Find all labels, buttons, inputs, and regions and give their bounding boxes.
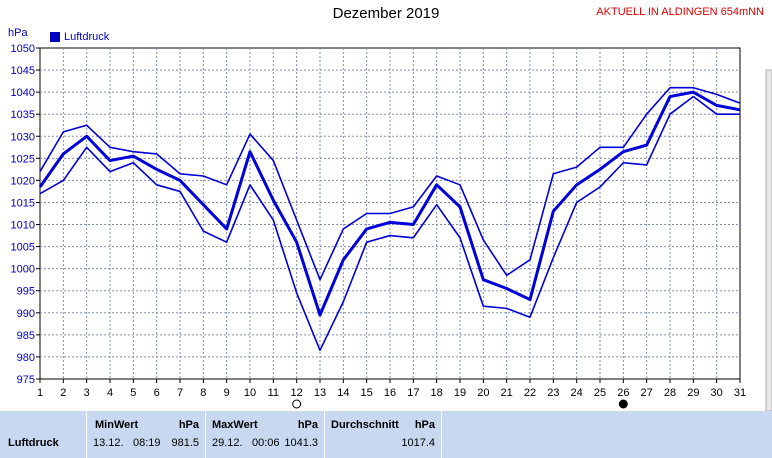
max-time: 00:06 (252, 437, 280, 449)
avg-unit: hPa (414, 419, 435, 431)
y-tick-label: 1000 (11, 264, 35, 276)
location-banner: AKTUELL IN ALDINGEN 654mNN (596, 6, 764, 18)
pressure-chart: 9759809859909951000100510101015102010251… (11, 43, 772, 411)
min-unit: hPa (178, 419, 199, 431)
y-tick-label: 1035 (11, 109, 35, 121)
series-line-max (39, 86, 741, 281)
y-axis-unit: hPa (8, 27, 28, 39)
y-tick-label: 985 (17, 330, 35, 342)
x-tick-label: 22 (524, 387, 536, 399)
x-tick-label: 17 (407, 387, 419, 399)
min-cell: MinWert hPa 13.12. 08:19 981.5 (87, 411, 206, 458)
y-tick-label: 975 (17, 374, 35, 386)
x-tick-label: 7 (177, 387, 183, 399)
x-tick-label: 28 (664, 387, 676, 399)
y-tick-label: 1050 (11, 43, 35, 55)
max-header: MaxWert (212, 419, 258, 431)
x-tick-label: 5 (130, 387, 136, 399)
x-tick-label: 29 (687, 387, 699, 399)
y-tick-label: 1015 (11, 197, 35, 209)
x-tick-label: 24 (571, 387, 583, 399)
y-tick-label: 980 (17, 352, 35, 364)
x-tick-label: 2 (60, 387, 66, 399)
min-header: MinWert (95, 419, 139, 431)
min-date: 13.12. (93, 437, 124, 449)
legend-swatch (50, 32, 60, 42)
x-tick-label: 18 (431, 387, 443, 399)
new-moon-icon (292, 399, 302, 409)
legend-label: Luftdruck (64, 31, 110, 43)
y-tick-label: 995 (17, 286, 35, 298)
series-line-min (39, 95, 740, 352)
avg-value: 1017.4 (401, 437, 435, 449)
x-tick-label: 21 (501, 387, 513, 399)
y-tick-label: 1040 (11, 87, 35, 99)
x-tick-label: 20 (477, 387, 489, 399)
x-tick-label: 16 (384, 387, 396, 399)
x-tick-label: 9 (224, 387, 230, 399)
x-tick-label: 14 (337, 387, 349, 399)
y-tick-label: 1010 (11, 220, 35, 232)
x-tick-label: 10 (244, 387, 256, 399)
chart-title: Dezember 2019 (332, 5, 440, 22)
x-tick-label: 15 (361, 387, 373, 399)
x-tick-label: 4 (107, 387, 113, 399)
x-tick-label: 11 (268, 387, 279, 399)
stats-row-label: Luftdruck (8, 437, 59, 449)
x-tick-label: 8 (200, 387, 206, 399)
avg-cell: Durchschnitt hPa 1017.4 (325, 411, 442, 458)
max-cell: MaxWert hPa 29.12. 00:06 1041.3 (206, 411, 325, 458)
y-tick-label: 990 (17, 308, 35, 320)
x-tick-label: 13 (314, 387, 326, 399)
stats-row-label-cell: Luftdruck (0, 411, 87, 458)
x-tick-label: 26 (617, 387, 629, 399)
y-tick-label: 1005 (11, 242, 35, 254)
max-unit: hPa (297, 419, 318, 431)
x-tick-label: 30 (711, 387, 723, 399)
side-panel (765, 69, 772, 411)
min-value: 981.5 (171, 437, 199, 449)
x-tick-label: 1 (37, 387, 43, 399)
full-moon-icon (618, 399, 628, 409)
x-tick-label: 19 (454, 387, 466, 399)
legend: Luftdruck (50, 31, 109, 43)
x-tick-label: 31 (734, 387, 746, 399)
max-date: 29.12. (212, 437, 243, 449)
y-tick-label: 1020 (11, 175, 35, 187)
x-tick-label: 12 (291, 387, 303, 399)
x-tick-label: 3 (84, 387, 90, 399)
min-time: 08:19 (133, 437, 161, 449)
max-value: 1041.3 (284, 437, 318, 449)
x-tick-label: 6 (154, 387, 160, 399)
y-tick-label: 1030 (11, 131, 35, 143)
avg-header: Durchschnitt (331, 419, 399, 431)
y-tick-label: 1045 (11, 65, 35, 77)
y-tick-label: 1025 (11, 153, 35, 165)
x-tick-label: 27 (641, 387, 653, 399)
stats-bar (0, 411, 772, 458)
x-tick-label: 23 (547, 387, 559, 399)
x-tick-label: 25 (594, 387, 606, 399)
series-line-avg (38, 90, 741, 317)
